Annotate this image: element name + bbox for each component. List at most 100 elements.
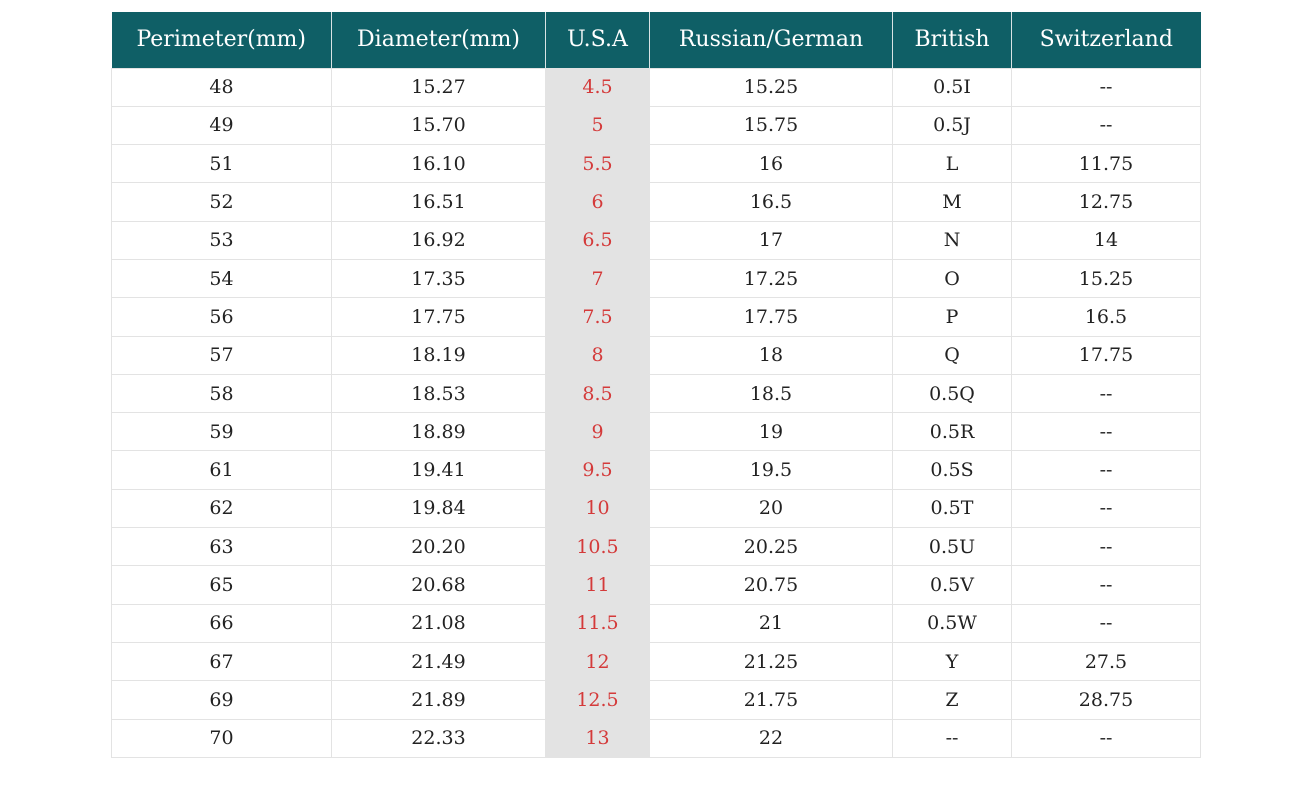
cell-russian-german: 20.75	[649, 565, 893, 605]
cell-diameter: 20.68	[331, 565, 546, 605]
cell-diameter: 19.84	[331, 488, 546, 529]
cell-switzerland: --	[1011, 412, 1201, 452]
table-row: 54 17.35 7 17.25 O 15.25	[111, 258, 1201, 299]
table-row: 48 15.27 4.5 15.25 0.5I --	[111, 67, 1201, 107]
cell-switzerland: 14	[1011, 220, 1201, 260]
cell-british: --	[892, 718, 1012, 758]
cell-diameter: 18.19	[331, 335, 546, 375]
cell-russian-german: 21.75	[649, 680, 893, 720]
cell-switzerland: --	[1011, 488, 1201, 529]
cell-russian-german: 22	[649, 718, 893, 758]
cell-usa: 12.5	[545, 680, 650, 720]
cell-switzerland: 27.5	[1011, 641, 1201, 682]
cell-switzerland: 12.75	[1011, 182, 1201, 222]
cell-british: 0.5R	[892, 412, 1012, 452]
cell-usa: 11	[545, 565, 650, 605]
cell-russian-german: 15.75	[649, 105, 893, 146]
cell-switzerland: --	[1011, 565, 1201, 605]
cell-russian-german: 20.25	[649, 527, 893, 567]
cell-diameter: 19.41	[331, 450, 546, 490]
cell-usa: 9	[545, 412, 650, 452]
cell-diameter: 17.75	[331, 297, 546, 337]
cell-russian-german: 19.5	[649, 450, 893, 490]
cell-usa: 5	[545, 105, 650, 146]
cell-usa: 9.5	[545, 450, 650, 490]
cell-perimeter: 49	[111, 105, 332, 146]
cell-russian-german: 21.25	[649, 641, 893, 682]
cell-diameter: 18.89	[331, 412, 546, 452]
header-perimeter: Perimeter(mm)	[111, 12, 332, 68]
table-row: 61 19.41 9.5 19.5 0.5S --	[111, 450, 1201, 490]
cell-usa: 7	[545, 258, 650, 299]
cell-switzerland: 11.75	[1011, 144, 1201, 184]
cell-usa: 5.5	[545, 144, 650, 184]
cell-british: 0.5Q	[892, 373, 1012, 414]
table-row: 56 17.75 7.5 17.75 P 16.5	[111, 297, 1201, 337]
cell-british: M	[892, 182, 1012, 222]
cell-diameter: 21.89	[331, 680, 546, 720]
header-russian-german: Russian/German	[649, 12, 893, 68]
cell-usa: 6.5	[545, 220, 650, 260]
cell-russian-german: 19	[649, 412, 893, 452]
cell-russian-german: 16	[649, 144, 893, 184]
cell-perimeter: 70	[111, 718, 332, 758]
table-row: 69 21.89 12.5 21.75 Z 28.75	[111, 680, 1201, 720]
cell-perimeter: 56	[111, 297, 332, 337]
cell-switzerland: --	[1011, 373, 1201, 414]
cell-perimeter: 63	[111, 527, 332, 567]
cell-switzerland: 28.75	[1011, 680, 1201, 720]
cell-perimeter: 58	[111, 373, 332, 414]
cell-switzerland: --	[1011, 450, 1201, 490]
cell-british: 0.5S	[892, 450, 1012, 490]
table-row: 57 18.19 8 18 Q 17.75	[111, 335, 1201, 375]
table-row: 65 20.68 11 20.75 0.5V --	[111, 565, 1201, 605]
cell-perimeter: 53	[111, 220, 332, 260]
table-row: 70 22.33 13 22 -- --	[111, 718, 1201, 758]
cell-british: 0.5V	[892, 565, 1012, 605]
cell-usa: 4.5	[545, 67, 650, 107]
cell-perimeter: 57	[111, 335, 332, 375]
cell-switzerland: 16.5	[1011, 297, 1201, 337]
table-row: 63 20.20 10.5 20.25 0.5U --	[111, 527, 1201, 567]
cell-perimeter: 62	[111, 488, 332, 529]
cell-british: Y	[892, 641, 1012, 682]
cell-british: P	[892, 297, 1012, 337]
cell-russian-german: 18	[649, 335, 893, 375]
cell-diameter: 16.10	[331, 144, 546, 184]
cell-british: 0.5T	[892, 488, 1012, 529]
table-row: 52 16.51 6 16.5 M 12.75	[111, 182, 1201, 222]
table-row: 67 21.49 12 21.25 Y 27.5	[111, 641, 1201, 682]
cell-switzerland: --	[1011, 105, 1201, 146]
cell-switzerland: --	[1011, 527, 1201, 567]
cell-british: 0.5U	[892, 527, 1012, 567]
cell-british: Z	[892, 680, 1012, 720]
cell-usa: 10.5	[545, 527, 650, 567]
cell-perimeter: 52	[111, 182, 332, 222]
cell-switzerland: 17.75	[1011, 335, 1201, 375]
table-row: 49 15.70 5 15.75 0.5J --	[111, 105, 1201, 146]
cell-usa: 11.5	[545, 603, 650, 643]
cell-switzerland: --	[1011, 718, 1201, 758]
table-row: 58 18.53 8.5 18.5 0.5Q --	[111, 373, 1201, 414]
cell-perimeter: 59	[111, 412, 332, 452]
cell-usa: 8	[545, 335, 650, 375]
cell-usa: 12	[545, 641, 650, 682]
cell-usa: 6	[545, 182, 650, 222]
cell-british: Q	[892, 335, 1012, 375]
cell-british: 0.5I	[892, 67, 1012, 107]
header-usa: U.S.A	[545, 12, 650, 68]
cell-diameter: 20.20	[331, 527, 546, 567]
cell-perimeter: 65	[111, 565, 332, 605]
header-row: Perimeter(mm) Diameter(mm) U.S.A Russian…	[111, 12, 1201, 68]
header-diameter: Diameter(mm)	[331, 12, 546, 68]
cell-russian-german: 17.75	[649, 297, 893, 337]
ring-size-table: Perimeter(mm) Diameter(mm) U.S.A Russian…	[111, 12, 1201, 758]
cell-perimeter: 66	[111, 603, 332, 643]
table-row: 53 16.92 6.5 17 N 14	[111, 220, 1201, 260]
cell-usa: 7.5	[545, 297, 650, 337]
table-body: 48 15.27 4.5 15.25 0.5I -- 49 15.70 5 15.75 0.5J --…	[111, 67, 1201, 758]
cell-russian-german: 16.5	[649, 182, 893, 222]
cell-diameter: 21.08	[331, 603, 546, 643]
cell-diameter: 15.70	[331, 105, 546, 146]
table-row: 62 19.84 10 20 0.5T --	[111, 488, 1201, 529]
